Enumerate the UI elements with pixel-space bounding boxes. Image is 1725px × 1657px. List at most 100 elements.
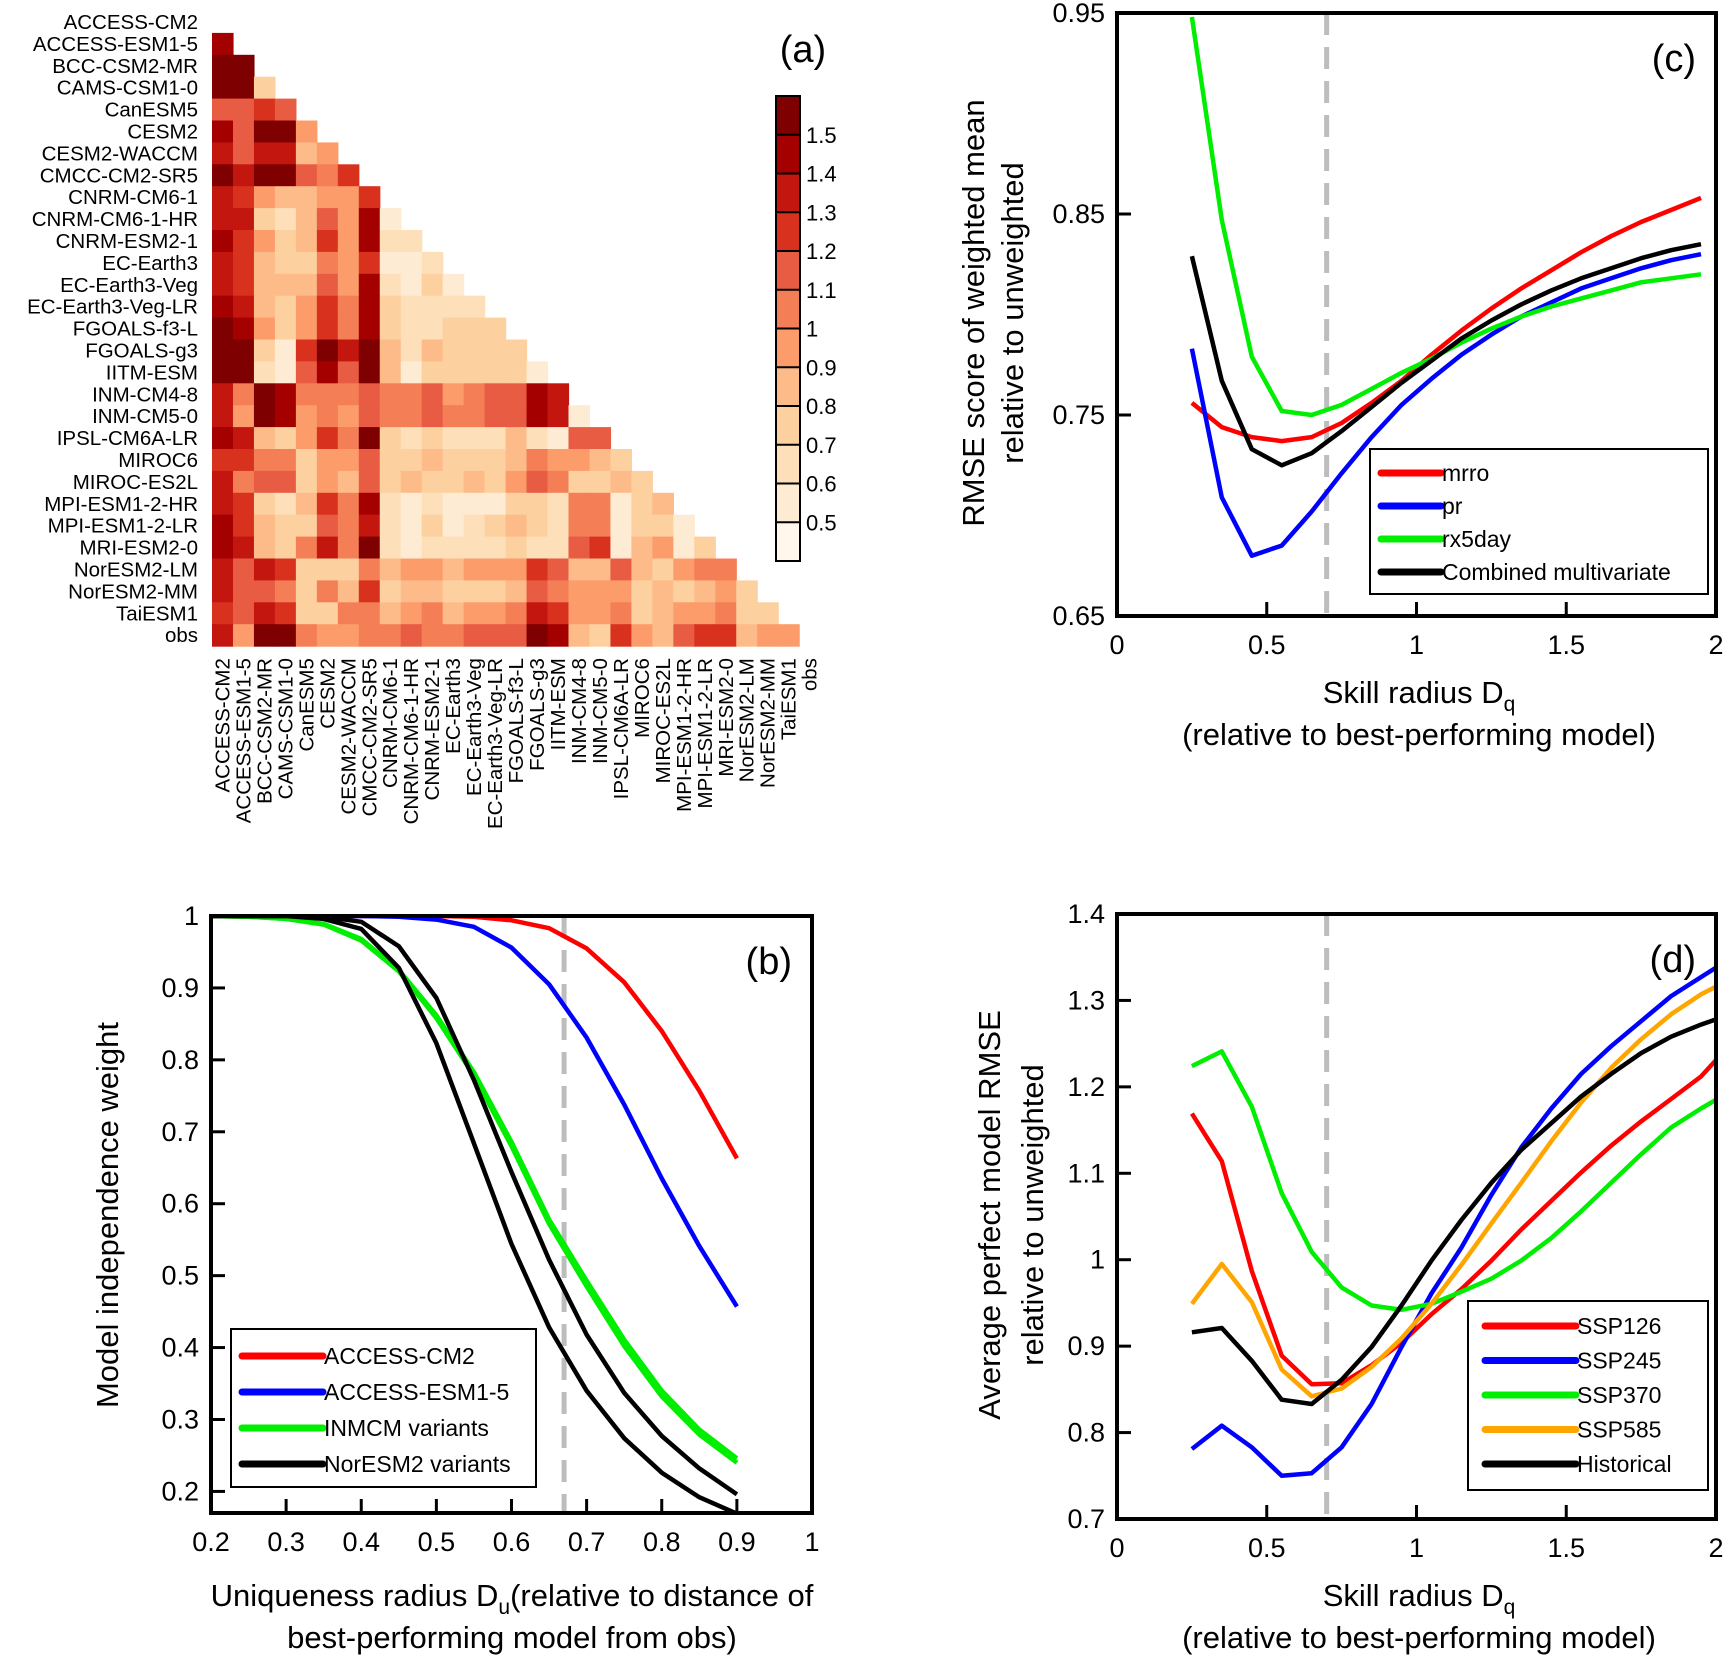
- plot-frame: [1115, 11, 1718, 618]
- heatmap-cell: [463, 536, 486, 560]
- heatmap-cell: [694, 624, 716, 647]
- heatmap-cell: [610, 624, 632, 647]
- heatmap-cell: [232, 120, 255, 143]
- x-axis-label-line2: best-performing model from obs): [287, 1620, 737, 1655]
- heatmap-cell: [358, 339, 381, 362]
- heatmap-cell: [379, 470, 402, 494]
- heatmap-cell: [358, 624, 381, 647]
- legend-label: mrro: [1442, 460, 1489, 486]
- heatmap-cell: [463, 361, 486, 384]
- heatmap-cell: [253, 164, 276, 187]
- heatmap-cell: [358, 405, 381, 428]
- heatmap-cell: [610, 558, 632, 581]
- heatmap-cell: [505, 427, 528, 450]
- heatmap-cell: [253, 624, 276, 647]
- heatmap-cell: [505, 580, 528, 603]
- heatmap-cell: [652, 514, 674, 538]
- heatmap-cell: [526, 580, 549, 603]
- heatmap-cell: [253, 580, 276, 603]
- heatmap-cell: [379, 208, 402, 231]
- heatmap-cell: [212, 405, 234, 428]
- heatmap-cell: [295, 295, 318, 319]
- heatmap-cell: [295, 186, 318, 209]
- heatmap-row-label: INM-CM5-0: [92, 405, 198, 428]
- heatmap-cell: [442, 317, 465, 341]
- heatmap-cell: [526, 602, 549, 625]
- heatmap-cell: [610, 536, 632, 560]
- heatmap-cell: [547, 514, 570, 538]
- colorbar-bin: [776, 134, 800, 174]
- heatmap-cell: [232, 470, 255, 494]
- heatmap-cell: [295, 602, 318, 625]
- heatmap-cell: [253, 208, 276, 231]
- heatmap-cell: [442, 339, 465, 362]
- heatmap-row-label: NorESM2-LM: [74, 558, 198, 581]
- colorbar-tick-label: 1.4: [806, 162, 837, 187]
- heatmap-cell: [274, 536, 297, 560]
- heatmap-col-label: BCC-CSM2-MR: [253, 658, 276, 804]
- colorbar-tick-label: 0.9: [806, 355, 837, 380]
- panel-label: (c): [1652, 38, 1696, 80]
- heatmap-cell: [358, 602, 381, 625]
- y-tick-label: 1.3: [1067, 985, 1105, 1015]
- heatmap-cell: [505, 383, 528, 406]
- heatmap-cell: [421, 470, 444, 494]
- x-tick-label: 0.4: [342, 1527, 380, 1557]
- heatmap-cell: [484, 470, 507, 494]
- heatmap-cell: [212, 514, 234, 538]
- heatmap-cell: [253, 251, 276, 275]
- x-axis-label-subscript: u: [498, 1596, 510, 1619]
- heatmap-cell: [463, 558, 486, 581]
- heatmap-cell: [358, 449, 381, 472]
- heatmap-cell: [316, 405, 339, 428]
- heatmap-cell: [526, 470, 549, 494]
- heatmap-cell: [316, 142, 339, 165]
- heatmap-cell: [526, 624, 549, 647]
- heatmap-cell: [526, 427, 549, 450]
- heatmap-cell: [589, 492, 612, 516]
- heatmap-cell: [337, 251, 360, 275]
- heatmap-cell: [652, 536, 674, 560]
- heatmap-cell: [232, 295, 255, 319]
- heatmap-cell: [253, 449, 276, 472]
- heatmap-cell: [274, 492, 297, 516]
- heatmap-cell: [295, 514, 318, 538]
- heatmap-cell: [295, 492, 318, 516]
- heatmap-cell: [484, 536, 507, 560]
- legend-label: INMCM variants: [324, 1415, 489, 1441]
- heatmap-cell: [212, 120, 234, 143]
- heatmap-cell: [212, 558, 234, 581]
- x-axis-label: Uniqueness radius Du(relative to distanc…: [211, 1578, 814, 1619]
- heatmap-cell: [212, 624, 234, 647]
- heatmap-cell: [652, 558, 674, 581]
- heatmap-cell: [673, 558, 695, 581]
- heatmap-cell: [379, 449, 402, 472]
- heatmap-cell: [526, 492, 549, 516]
- heatmap-cell: [652, 624, 674, 647]
- x-tick-label: 0.5: [418, 1527, 456, 1557]
- heatmap-row-label: CNRM-ESM2-1: [56, 230, 198, 253]
- heatmap-cell: [400, 624, 423, 647]
- heatmap-cell: [589, 449, 612, 472]
- heatmap-cell: [358, 514, 381, 538]
- heatmap-cell: [232, 361, 255, 384]
- heatmap-cell: [631, 580, 653, 603]
- heatmap-cell: [358, 208, 381, 231]
- heatmap-cell: [442, 405, 465, 428]
- heatmap-cell: [337, 317, 360, 341]
- heatmap-cell: [442, 558, 465, 581]
- heatmap-cell: [212, 273, 234, 297]
- heatmap-cell: [400, 580, 423, 603]
- heatmap-col-label: EC-Earth3: [442, 658, 465, 754]
- heatmap-cell: [274, 208, 297, 231]
- heatmap-row-label: IITM-ESM: [106, 361, 198, 384]
- heatmap-col-label: ACCESS-ESM1-5: [232, 658, 255, 823]
- heatmap-col-label: MRI-ESM2-0: [715, 658, 738, 776]
- heatmap-col-label: INM-CM4-8: [568, 658, 591, 764]
- heatmap-cell: [253, 230, 276, 253]
- x-tick-label: 0.3: [267, 1527, 305, 1557]
- heatmap-col-label: CESM2-WACCM: [337, 658, 360, 814]
- heatmap-cell: [589, 427, 612, 450]
- heatmap-cell: [505, 624, 528, 647]
- series-line-rx5day: [1189, 16, 1702, 418]
